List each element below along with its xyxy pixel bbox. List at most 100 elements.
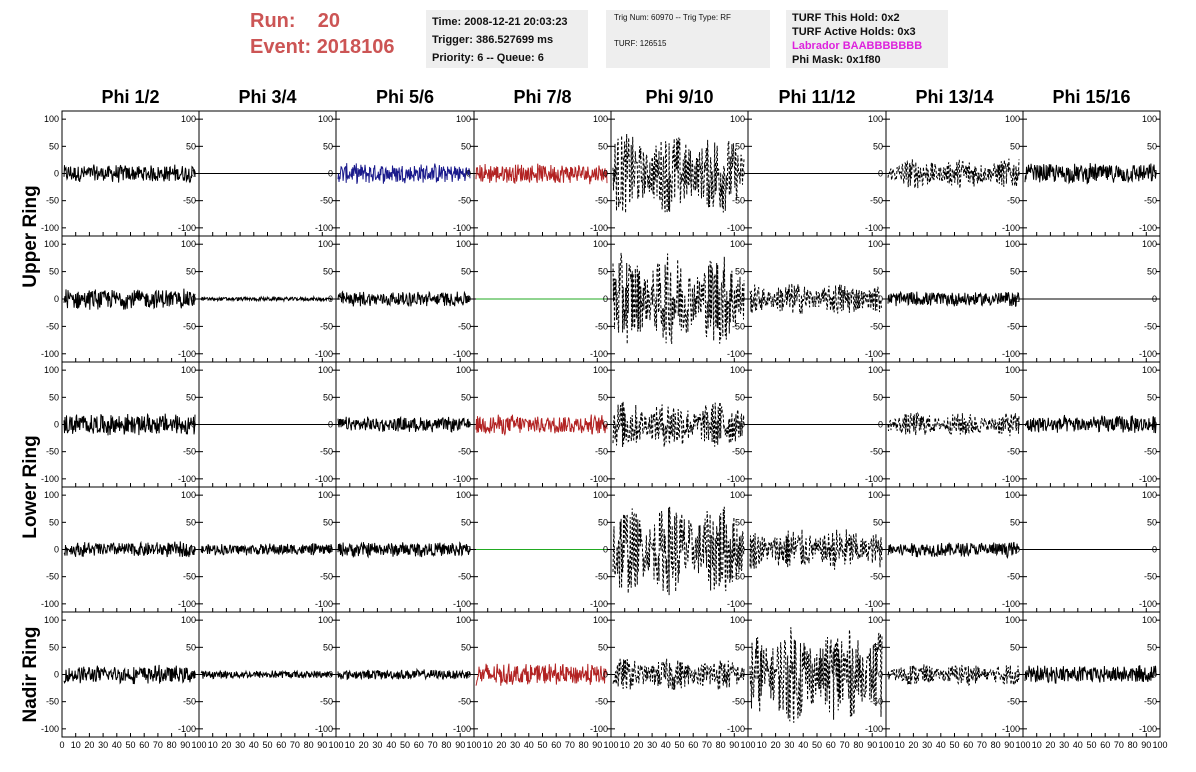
y-tick-label: 0 bbox=[54, 420, 59, 430]
x-tick-label: 50 bbox=[949, 740, 959, 750]
y-tick-label: 50 bbox=[735, 517, 745, 527]
y-tick-label: 100 bbox=[1142, 114, 1157, 124]
y-tick-label: 0 bbox=[603, 670, 608, 680]
row-label-2: Lower Ring bbox=[20, 435, 41, 538]
y-tick-label: -100 bbox=[1139, 724, 1157, 734]
y-tick-label: -100 bbox=[1002, 349, 1020, 359]
x-tick-label: 70 bbox=[1114, 740, 1124, 750]
waveform-trace bbox=[749, 529, 883, 570]
y-tick-label: 50 bbox=[323, 517, 333, 527]
waveform-trace bbox=[337, 290, 471, 307]
x-tick-label: 80 bbox=[991, 740, 1001, 750]
labrador-text: Labrador BAABBBBBBB bbox=[792, 40, 923, 52]
waveform-trace bbox=[612, 658, 745, 690]
y-tick-label: -100 bbox=[590, 474, 608, 484]
y-tick-label: 50 bbox=[1010, 642, 1020, 652]
y-tick-label: -50 bbox=[732, 196, 745, 206]
x-tick-label: 10 bbox=[483, 740, 493, 750]
x-tick-label: 50 bbox=[812, 740, 822, 750]
x-tick-label: 10 bbox=[71, 740, 81, 750]
y-tick-label: -100 bbox=[315, 474, 333, 484]
x-tick-label: 20 bbox=[221, 740, 231, 750]
y-tick-label: -100 bbox=[41, 349, 59, 359]
run-event-box: Run: 20 Event: 2018106 bbox=[250, 8, 395, 60]
y-tick-label: -50 bbox=[458, 447, 471, 457]
y-tick-label: 0 bbox=[1015, 294, 1020, 304]
y-tick-label: -50 bbox=[732, 697, 745, 707]
y-tick-label: 50 bbox=[186, 267, 196, 277]
y-tick-label: 0 bbox=[191, 294, 196, 304]
y-tick-label: -100 bbox=[315, 599, 333, 609]
y-tick-label: 100 bbox=[44, 114, 59, 124]
waveform-trace bbox=[749, 627, 883, 723]
y-tick-label: 0 bbox=[328, 420, 333, 430]
y-tick-label: 0 bbox=[603, 294, 608, 304]
y-tick-label: 50 bbox=[186, 392, 196, 402]
y-tick-label: 0 bbox=[1015, 545, 1020, 555]
waveform-trace bbox=[63, 288, 196, 310]
y-tick-label: 100 bbox=[181, 239, 196, 249]
x-tick-label: 100 bbox=[603, 740, 618, 750]
y-tick-label: 0 bbox=[740, 420, 745, 430]
x-tick-label: 40 bbox=[661, 740, 671, 750]
y-tick-label: 100 bbox=[181, 615, 196, 625]
column-header-6: Phi 11/12 bbox=[778, 87, 855, 107]
column-header-8: Phi 15/16 bbox=[1052, 87, 1130, 107]
x-tick-label: 40 bbox=[1073, 740, 1083, 750]
y-tick-label: -50 bbox=[732, 321, 745, 331]
y-tick-label: 50 bbox=[49, 642, 59, 652]
y-tick-label: 0 bbox=[191, 169, 196, 179]
y-tick-label: 0 bbox=[603, 545, 608, 555]
priority-text: Priority: 6 -- Queue: 6 bbox=[432, 52, 544, 64]
y-tick-label: -100 bbox=[1139, 223, 1157, 233]
waveform-trace bbox=[887, 290, 1020, 307]
x-tick-label: 20 bbox=[633, 740, 643, 750]
y-tick-label: -100 bbox=[1139, 599, 1157, 609]
y-tick-label: -50 bbox=[46, 196, 59, 206]
y-tick-label: 0 bbox=[878, 420, 883, 430]
x-tick-label: 100 bbox=[328, 740, 343, 750]
y-tick-label: -50 bbox=[183, 697, 196, 707]
y-tick-label: -50 bbox=[595, 572, 608, 582]
waveform-trace bbox=[337, 541, 471, 559]
y-tick-label: 100 bbox=[1005, 490, 1020, 500]
x-tick-label: 60 bbox=[139, 740, 149, 750]
x-tick-label: 30 bbox=[372, 740, 382, 750]
y-tick-label: -100 bbox=[453, 724, 471, 734]
y-tick-label: 50 bbox=[461, 392, 471, 402]
y-tick-label: -50 bbox=[732, 572, 745, 582]
y-tick-label: -50 bbox=[1007, 572, 1020, 582]
waveform-trace bbox=[63, 412, 196, 436]
y-tick-label: 100 bbox=[1142, 490, 1157, 500]
y-tick-label: 0 bbox=[328, 169, 333, 179]
y-tick-label: 100 bbox=[593, 490, 608, 500]
x-tick-label: 30 bbox=[510, 740, 520, 750]
waveform-trace bbox=[887, 541, 1020, 559]
y-tick-label: -50 bbox=[320, 697, 333, 707]
y-tick-label: 100 bbox=[593, 239, 608, 249]
y-tick-label: 100 bbox=[868, 365, 883, 375]
x-tick-label: 90 bbox=[1004, 740, 1014, 750]
y-tick-label: 100 bbox=[318, 365, 333, 375]
x-tick-label: 80 bbox=[1128, 740, 1138, 750]
y-tick-label: 50 bbox=[186, 642, 196, 652]
y-tick-label: -100 bbox=[41, 724, 59, 734]
x-tick-label: 100 bbox=[1152, 740, 1167, 750]
x-tick-label: 10 bbox=[345, 740, 355, 750]
x-tick-label: 20 bbox=[1045, 740, 1055, 750]
trig-info-box: Trig Num: 60970 -- Trig Type: RF TURF: 1… bbox=[606, 10, 770, 68]
y-tick-label: -50 bbox=[1144, 321, 1157, 331]
y-tick-label: 50 bbox=[323, 642, 333, 652]
x-tick-label: 70 bbox=[702, 740, 712, 750]
x-tick-label: 10 bbox=[620, 740, 630, 750]
y-tick-label: 50 bbox=[1010, 141, 1020, 151]
y-tick-label: 100 bbox=[456, 490, 471, 500]
y-tick-label: 0 bbox=[54, 545, 59, 555]
x-tick-label: 70 bbox=[977, 740, 987, 750]
y-tick-label: 50 bbox=[1147, 392, 1157, 402]
x-tick-label: 100 bbox=[466, 740, 481, 750]
x-tick-label: 60 bbox=[963, 740, 973, 750]
y-tick-label: -50 bbox=[183, 321, 196, 331]
y-tick-label: 0 bbox=[878, 169, 883, 179]
waveform-trace bbox=[1025, 414, 1157, 434]
